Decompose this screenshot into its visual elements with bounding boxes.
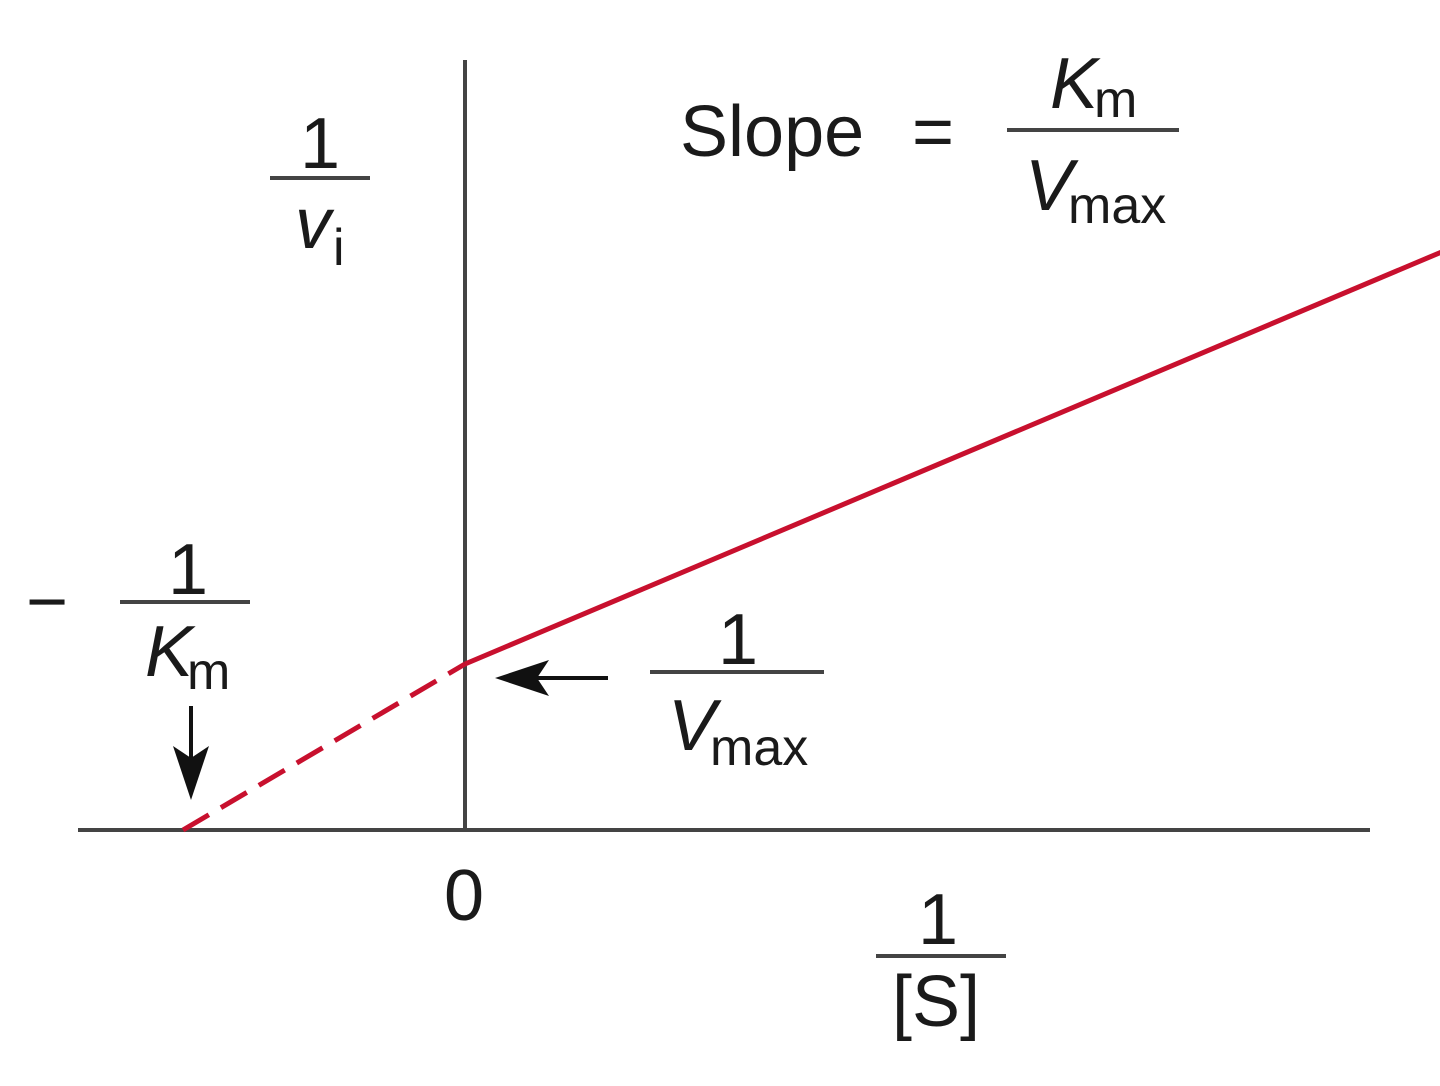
x-tick-label-0: 0: [444, 856, 485, 936]
x-axis-label-denominator: [S]: [892, 962, 981, 1042]
x-intercept-numerator: 1: [168, 530, 209, 610]
slope-denominator-sub: max: [1068, 177, 1167, 235]
slope-equals: =: [912, 92, 955, 172]
slope-denominator: V: [1025, 146, 1074, 226]
y-axis-label-denominator: v: [295, 184, 331, 264]
slope-prefix: Slope: [680, 92, 865, 172]
x-axis-fraction-bar: [876, 954, 1006, 958]
y-intercept-denominator: V: [668, 686, 717, 766]
x-intercept-fraction-bar: [120, 600, 250, 604]
x-axis-label-numerator: 1: [918, 880, 959, 960]
data-line-segment: [464, 249, 1440, 667]
slope-numerator: K: [1050, 44, 1099, 124]
plot-marks: [181, 249, 1440, 833]
y-intercept-fraction-bar: [650, 670, 824, 674]
x-intercept-denominator: K: [145, 612, 194, 692]
y-intercept-numerator: 1: [718, 600, 759, 680]
axes: [78, 60, 1370, 832]
x-intercept-arrow-head: [173, 746, 209, 800]
y-axis-label-numerator: 1: [300, 104, 341, 184]
extrapolated-line-segment: [181, 661, 467, 833]
y-intercept-denominator-sub: max: [710, 719, 809, 777]
y-intercept-arrow-head: [495, 660, 549, 696]
y-axis-fraction-bar: [270, 176, 370, 180]
slope-fraction-bar: [1007, 128, 1179, 132]
slope-numerator-sub: m: [1094, 71, 1138, 129]
x-intercept-sign: −: [26, 562, 69, 642]
annotation-arrows: [173, 660, 608, 800]
y-axis-label-denominator-sub: i: [333, 219, 345, 277]
x-intercept-denominator-sub: m: [187, 643, 231, 701]
